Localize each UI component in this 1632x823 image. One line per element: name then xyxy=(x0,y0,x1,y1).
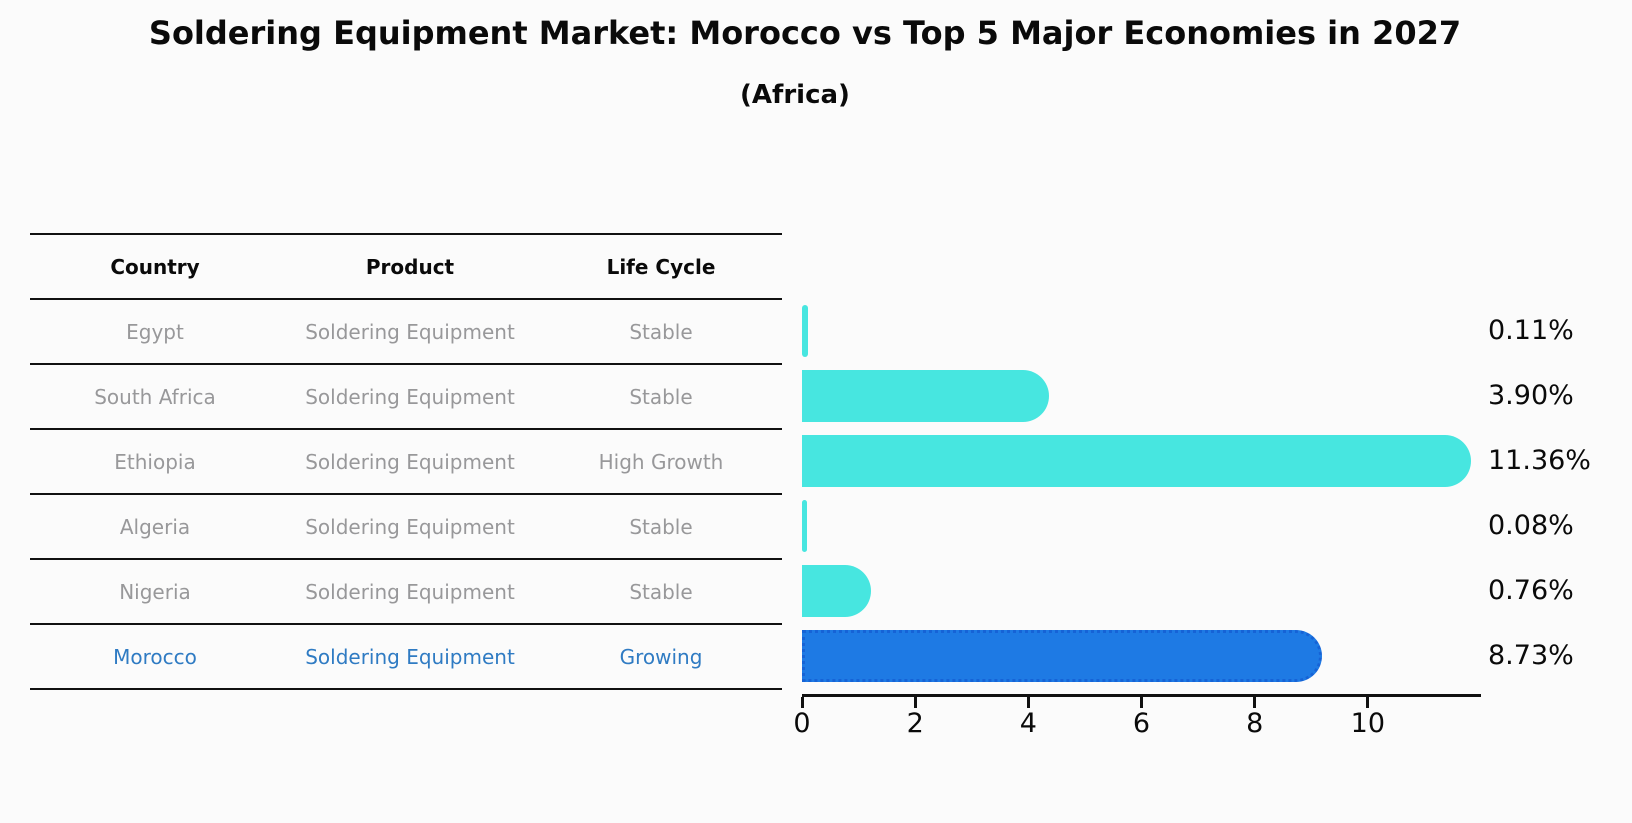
table-row-south-africa: South Africa Soldering Equipment Stable xyxy=(30,365,782,430)
x-axis-tick-label: 4 xyxy=(1019,708,1037,739)
bar-row xyxy=(802,363,1492,428)
x-axis-tick xyxy=(1026,697,1030,708)
bar-nigeria xyxy=(802,564,871,617)
table-row-egypt: Egypt Soldering Equipment Stable xyxy=(30,300,782,365)
bar-plot-area xyxy=(802,298,1492,688)
x-axis-tick xyxy=(1140,697,1143,708)
product-cell: Soldering Equipment xyxy=(305,384,515,409)
x-axis-tick-label: 6 xyxy=(1132,708,1151,739)
bar-row xyxy=(802,298,1492,363)
table-row-ethiopia: Ethiopia Soldering Equipment High Growth xyxy=(30,430,782,495)
value-label-algeria: 0.08% xyxy=(1488,510,1574,541)
column-header-life-cycle: Life Cycle xyxy=(606,254,716,279)
product-cell: Soldering Equipment xyxy=(305,579,515,604)
value-label-nigeria: 0.76% xyxy=(1488,575,1574,606)
chart-title: Soldering Equipment Market: Morocco vs T… xyxy=(148,14,1462,52)
column-header-product: Product xyxy=(365,254,455,279)
table-header-row: Country Product Life Cycle xyxy=(30,235,782,300)
x-axis-tick xyxy=(913,697,917,708)
x-axis-tick xyxy=(1253,697,1257,708)
bar-morocco xyxy=(802,629,1322,682)
product-cell: Soldering Equipment xyxy=(305,319,515,344)
chart-subtitle: (Africa) xyxy=(740,80,850,110)
life-cycle-cell: Growing xyxy=(619,644,703,669)
value-label-column: 0.11% 3.90% 11.36% 0.08% 0.76% 8.73% xyxy=(1488,298,1632,688)
value-label-egypt: 0.11% xyxy=(1488,315,1574,346)
table-row-algeria: Algeria Soldering Equipment Stable xyxy=(30,495,782,560)
life-cycle-cell: Stable xyxy=(629,579,693,604)
table-row-morocco: Morocco Soldering Equipment Growing xyxy=(30,625,782,690)
bar-row xyxy=(802,558,1492,623)
column-header-country: Country xyxy=(110,254,200,279)
table-row-nigeria: Nigeria Soldering Equipment Stable xyxy=(30,560,782,625)
x-axis-tick-label: 0 xyxy=(793,708,811,739)
country-cell: South Africa xyxy=(94,384,216,409)
country-cell: Nigeria xyxy=(119,579,191,604)
x-axis-tick xyxy=(1366,697,1370,708)
product-cell: Soldering Equipment xyxy=(305,514,515,539)
country-cell: Morocco xyxy=(113,644,197,669)
bar-row xyxy=(802,493,1492,558)
x-axis-tick-label: 8 xyxy=(1246,708,1264,739)
bar-row xyxy=(802,428,1492,493)
country-table: Country Product Life Cycle Egypt Solderi… xyxy=(30,233,782,690)
bar-south-africa xyxy=(802,369,1049,422)
country-cell: Algeria xyxy=(119,514,191,539)
life-cycle-cell: Stable xyxy=(629,514,693,539)
bar-egypt xyxy=(802,304,809,357)
x-axis-tick-label: 2 xyxy=(906,708,924,739)
value-label-ethiopia: 11.36% xyxy=(1488,445,1591,476)
bar-row xyxy=(802,623,1492,688)
x-axis-tick xyxy=(800,697,804,708)
x-axis-line xyxy=(802,694,1481,697)
bar-ethiopia xyxy=(802,434,1471,487)
country-cell: Egypt xyxy=(126,319,184,344)
product-cell: Soldering Equipment xyxy=(305,644,515,669)
life-cycle-cell: High Growth xyxy=(598,449,724,474)
bar-algeria xyxy=(802,499,807,552)
product-cell: Soldering Equipment xyxy=(305,449,515,474)
value-label-south-africa: 3.90% xyxy=(1488,380,1574,411)
value-label-morocco: 8.73% xyxy=(1488,640,1574,671)
life-cycle-cell: Stable xyxy=(629,384,693,409)
country-cell: Ethiopia xyxy=(114,449,196,474)
life-cycle-cell: Stable xyxy=(629,319,693,344)
x-axis-tick-label: 10 xyxy=(1350,708,1385,739)
